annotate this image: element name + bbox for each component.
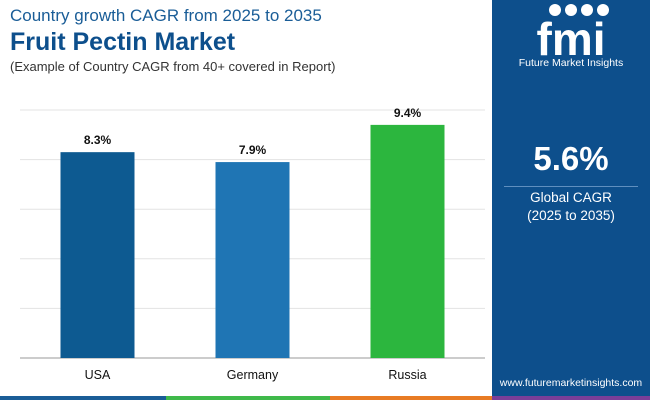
chart-subtitle: Country growth CAGR from 2025 to 2035 xyxy=(10,6,322,25)
strip-segment-orange xyxy=(330,396,492,400)
website-link[interactable]: www.futuremarketinsights.com xyxy=(499,377,643,389)
x-tick-label-usa: USA xyxy=(85,368,111,382)
data-label-usa: 8.3% xyxy=(84,133,112,147)
bar-usa xyxy=(60,152,135,358)
data-label-russia: 9.4% xyxy=(394,106,422,120)
strip-segment-purple xyxy=(492,396,650,400)
x-tick-label-russia: Russia xyxy=(388,368,426,382)
fmi-logo: fmi Future Market Insights xyxy=(492,0,650,80)
bar-chart: 8.3% USA 7.9% Germany 9.4% Russia xyxy=(20,106,485,382)
fmi-logo-icon: fmi xyxy=(537,4,609,65)
header: Country growth CAGR from 2025 to 2035 Fr… xyxy=(10,6,480,75)
data-label-germany: 7.9% xyxy=(239,143,267,157)
chart-note: (Example of Country CAGR from 40+ covere… xyxy=(10,59,336,74)
global-cagr-value: 5.6% xyxy=(533,140,609,177)
logo-text: fmi xyxy=(537,13,606,60)
logo-caption: Future Market Insights xyxy=(518,57,624,69)
x-tick-label-germany: Germany xyxy=(227,368,279,382)
sidebar-divider xyxy=(504,186,638,187)
global-cagr-label-line1: Global CAGR xyxy=(530,190,612,205)
strip-segment-blue xyxy=(0,396,166,400)
bar-russia xyxy=(370,124,445,358)
strip-segment-green xyxy=(166,396,330,400)
global-cagr-label-line2: (2025 to 2035) xyxy=(527,208,615,223)
sidebar-panel: fmi Future Market Insights 5.6% Global C… xyxy=(492,0,650,400)
bar-germany xyxy=(215,162,290,358)
bottom-color-strip xyxy=(0,396,650,400)
global-cagr-label: Global CAGR (2025 to 2035) xyxy=(492,189,650,225)
chart-title: Fruit Pectin Market xyxy=(10,28,236,56)
